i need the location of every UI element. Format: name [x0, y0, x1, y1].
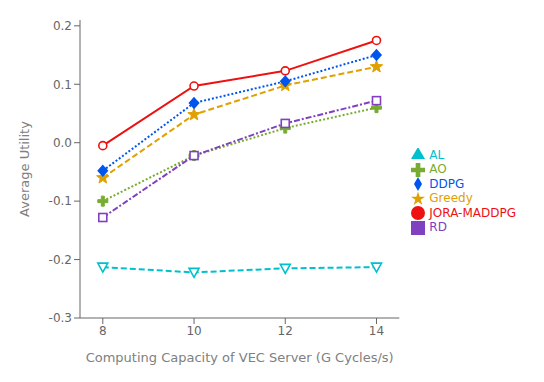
- svg-text:8: 8: [99, 324, 107, 338]
- svg-text:Average Utility: Average Utility: [17, 121, 32, 217]
- html-text:DDPG: DDPG: [429, 176, 465, 191]
- html-text:AO: AO: [429, 162, 447, 176]
- html-text:AL: AL: [429, 147, 445, 162]
- svg-text:Computing Capacity of VEC Serv: Computing Capacity of VEC Server (G Cycl…: [86, 350, 394, 365]
- svg-text:10: 10: [186, 324, 201, 338]
- svg-text:-0.2: -0.2: [49, 253, 72, 267]
- svg-text:0.1: 0.1: [53, 78, 72, 92]
- svg-text:14: 14: [369, 324, 384, 338]
- svg-text:0.0: 0.0: [53, 136, 72, 150]
- html-text:Greedy: Greedy: [429, 191, 473, 205]
- svg-text:0.2: 0.2: [53, 19, 72, 33]
- svg-text:-0.3: -0.3: [49, 311, 72, 325]
- html-text:RD: RD: [429, 220, 447, 234]
- html-text:JORA-MADDPG: JORA-MADDPG: [429, 205, 516, 220]
- svg-text:-0.1: -0.1: [49, 194, 72, 208]
- svg-text:12: 12: [278, 324, 293, 338]
